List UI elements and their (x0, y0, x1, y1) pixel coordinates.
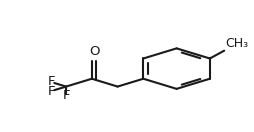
Text: F: F (47, 76, 55, 88)
Text: O: O (89, 45, 99, 58)
Text: CH₃: CH₃ (226, 37, 249, 50)
Text: F: F (62, 89, 70, 102)
Text: F: F (47, 85, 55, 98)
